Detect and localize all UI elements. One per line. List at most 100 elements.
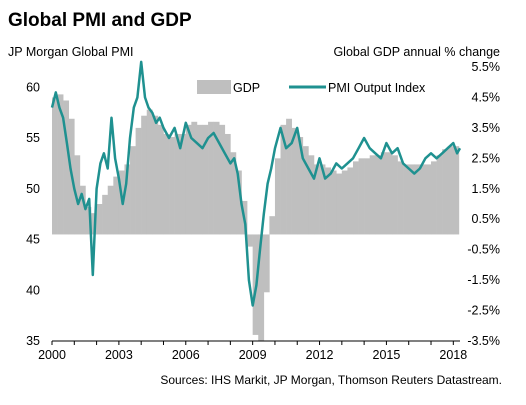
left-axis-ticks: 35 40 45 50 55 60 <box>26 80 40 348</box>
right-tick-label: 2.5% <box>472 151 501 165</box>
gdp-bar <box>258 234 265 341</box>
gdp-bar <box>286 118 292 235</box>
gdp-bar <box>247 234 253 247</box>
gdp-bar <box>174 133 181 235</box>
gdp-bar <box>63 100 70 235</box>
gdp-bar <box>336 173 343 235</box>
gdp-bar <box>107 185 114 235</box>
right-tick-label: 3.5% <box>472 121 501 135</box>
gdp-bar <box>386 152 393 235</box>
gdp-bar <box>319 164 326 235</box>
gdp-bar <box>230 152 237 235</box>
x-tick-label: 2000 <box>38 348 66 362</box>
x-tick-label: 2018 <box>439 348 467 362</box>
gdp-bar <box>180 133 187 235</box>
right-tick-label: 5.5% <box>472 60 501 74</box>
gdp-bar <box>302 146 309 235</box>
gdp-bar <box>135 127 142 235</box>
gdp-bar <box>431 161 437 235</box>
gdp-bar <box>403 164 410 235</box>
gdp-bar <box>341 170 348 235</box>
gdp-bar <box>208 121 214 235</box>
gdp-bar <box>196 124 203 235</box>
x-tick-label: 2003 <box>105 348 133 362</box>
gdp-bar <box>269 216 276 235</box>
left-tick-label: 45 <box>26 233 40 247</box>
x-tick-label: 2009 <box>239 348 267 362</box>
left-axis-title: JP Morgan Global PMI <box>8 45 134 59</box>
gdp-bar <box>224 133 231 235</box>
gdp-bar <box>436 155 443 235</box>
pmi-output-line <box>50 60 462 307</box>
gdp-bar <box>141 115 148 235</box>
source-note: Sources: IHS Markit, JP Morgan, Thomson … <box>160 373 502 387</box>
gdp-bar <box>358 158 365 235</box>
right-tick-label: -3.5% <box>467 334 500 348</box>
gdp-bar <box>163 133 170 235</box>
gdp-bar <box>85 207 92 235</box>
gdp-bar <box>213 121 220 235</box>
gdp-bar <box>364 158 371 235</box>
gdp-bar <box>235 170 242 235</box>
x-tick-label: 2012 <box>306 348 334 362</box>
gdp-bar <box>130 146 136 235</box>
gdp-bar <box>380 152 387 235</box>
gdp-bar <box>442 149 449 235</box>
x-tick-label: 2006 <box>172 348 200 362</box>
gdp-bar <box>102 194 109 235</box>
gdp-bar <box>447 146 454 235</box>
gdp-bar <box>79 185 86 235</box>
gdp-bar <box>274 158 281 235</box>
right-tick-label: 1.5% <box>472 182 501 196</box>
right-tick-label: 4.5% <box>472 90 501 104</box>
gdp-bar <box>113 176 120 235</box>
gdp-bar <box>202 124 209 235</box>
left-tick-label: 60 <box>26 80 40 94</box>
left-tick-label: 40 <box>26 283 40 297</box>
gdp-bar <box>291 127 298 235</box>
right-axis-title: Global GDP annual % change <box>333 45 500 59</box>
gdp-bar <box>347 167 354 235</box>
legend: GDP PMI Output Index <box>197 80 426 95</box>
gdp-bar <box>325 167 331 235</box>
right-tick-label: -1.5% <box>467 273 500 287</box>
gdp-bar <box>157 124 164 235</box>
gdp-bar <box>74 155 81 235</box>
right-tick-label: 0.5% <box>472 212 501 226</box>
gdp-bar <box>352 161 359 235</box>
right-axis-ticks: -3.5% -2.5% -1.5% -0.5% 0.5% 1.5% 2.5% 3.5% 4.5%… <box>467 60 500 348</box>
gdp-bar <box>419 164 426 235</box>
gdp-bar <box>408 164 415 235</box>
gdp-bar <box>57 94 64 235</box>
gdp-bar <box>96 204 103 235</box>
gdp-bar <box>414 164 421 235</box>
x-tick-label: 2015 <box>373 348 401 362</box>
gdp-bar <box>146 109 153 235</box>
legend-gdp-label: GDP <box>233 81 260 95</box>
gdp-bar <box>369 155 376 235</box>
gdp-bar <box>330 170 337 235</box>
gdp-bar <box>169 137 175 235</box>
legend-pmi-label: PMI Output Index <box>328 81 426 95</box>
gdp-bars <box>52 94 460 341</box>
gdp-bar <box>375 155 382 235</box>
gdp-bar <box>124 164 131 235</box>
gdp-bar <box>152 115 159 235</box>
gdp-bar <box>263 234 270 293</box>
gdp-bar <box>219 124 226 235</box>
chart-title: Global PMI and GDP <box>8 10 192 31</box>
gdp-bar <box>308 155 315 235</box>
gdp-bar <box>191 121 198 235</box>
gdp-bar <box>185 124 192 235</box>
left-tick-label: 35 <box>26 334 40 348</box>
gdp-bar <box>280 124 287 235</box>
legend-gdp-swatch <box>197 80 231 94</box>
gdp-bar <box>297 137 304 235</box>
right-tick-label: -0.5% <box>467 243 500 257</box>
gdp-bar <box>392 155 398 235</box>
x-axis-ticks: 2000 2003 2006 2009 2012 2015 2018 <box>38 341 467 362</box>
gdp-bar <box>397 161 404 235</box>
gdp-bar <box>313 164 320 235</box>
gdp-bar <box>453 146 460 235</box>
